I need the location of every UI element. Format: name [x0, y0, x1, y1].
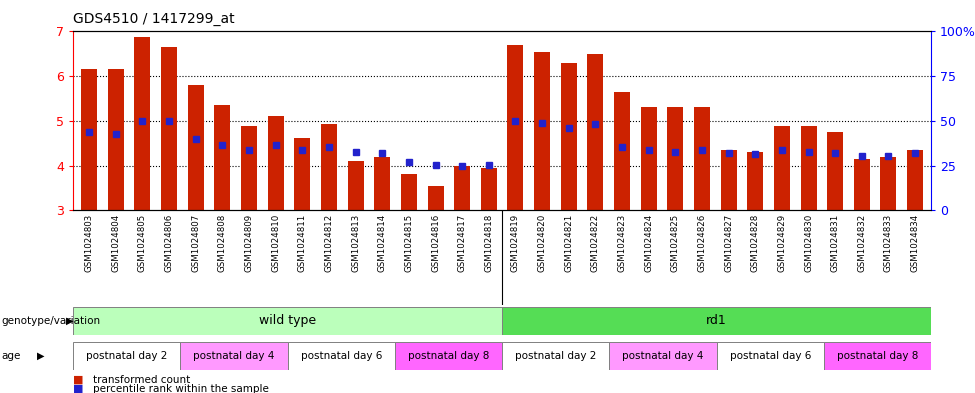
Bar [587, 54, 604, 210]
Text: GSM1024827: GSM1024827 [724, 214, 733, 272]
Bar [774, 126, 790, 210]
Text: GSM1024815: GSM1024815 [405, 214, 413, 272]
Text: GSM1024810: GSM1024810 [271, 214, 280, 272]
Text: GSM1024806: GSM1024806 [165, 214, 174, 272]
Text: GSM1024805: GSM1024805 [137, 214, 147, 272]
Text: percentile rank within the sample: percentile rank within the sample [93, 384, 268, 393]
Bar [268, 116, 284, 210]
Text: GSM1024803: GSM1024803 [85, 214, 94, 272]
Text: ▶: ▶ [66, 316, 74, 326]
Text: postnatal day 6: postnatal day 6 [300, 351, 382, 361]
Text: postnatal day 8: postnatal day 8 [837, 351, 918, 361]
Text: GSM1024825: GSM1024825 [671, 214, 680, 272]
Text: GSM1024826: GSM1024826 [697, 214, 707, 272]
Text: GSM1024807: GSM1024807 [191, 214, 200, 272]
Text: transformed count: transformed count [93, 375, 190, 385]
Bar [161, 47, 177, 210]
Bar [374, 156, 390, 210]
Bar [667, 107, 683, 210]
Text: GDS4510 / 1417299_at: GDS4510 / 1417299_at [73, 12, 235, 26]
Text: genotype/variation: genotype/variation [1, 316, 100, 326]
Bar [73, 307, 502, 335]
Bar [135, 37, 150, 210]
Bar [502, 342, 609, 370]
Bar [854, 159, 870, 210]
Bar [507, 45, 524, 210]
Bar [241, 126, 257, 210]
Bar [427, 185, 444, 210]
Text: GSM1024824: GSM1024824 [644, 214, 653, 272]
Bar [454, 165, 470, 210]
Text: GSM1024808: GSM1024808 [217, 214, 227, 272]
Text: GSM1024813: GSM1024813 [351, 214, 360, 272]
Bar [108, 70, 124, 210]
Bar [214, 105, 230, 210]
Text: GSM1024819: GSM1024819 [511, 214, 520, 272]
Text: postnatal day 2: postnatal day 2 [515, 351, 597, 361]
Text: GSM1024816: GSM1024816 [431, 214, 440, 272]
Text: postnatal day 4: postnatal day 4 [193, 351, 275, 361]
Text: GSM1024828: GSM1024828 [751, 214, 760, 272]
Bar [907, 150, 923, 210]
Text: ■: ■ [73, 375, 84, 385]
Text: GSM1024820: GSM1024820 [537, 214, 547, 272]
Text: GSM1024811: GSM1024811 [297, 214, 307, 272]
Bar [188, 85, 204, 210]
Bar [481, 168, 497, 210]
Text: postnatal day 8: postnatal day 8 [408, 351, 489, 361]
Bar [824, 342, 931, 370]
Text: postnatal day 6: postnatal day 6 [729, 351, 811, 361]
Bar [294, 138, 310, 210]
Text: rd1: rd1 [706, 314, 727, 327]
Bar [561, 63, 577, 210]
Text: GSM1024804: GSM1024804 [111, 214, 120, 272]
Text: GSM1024823: GSM1024823 [617, 214, 627, 272]
Text: postnatal day 2: postnatal day 2 [86, 351, 168, 361]
Text: GSM1024832: GSM1024832 [857, 214, 867, 272]
Text: GSM1024822: GSM1024822 [591, 214, 600, 272]
Bar [73, 342, 180, 370]
Text: GSM1024829: GSM1024829 [777, 214, 787, 272]
Bar [180, 342, 288, 370]
Text: wild type: wild type [259, 314, 316, 327]
Bar [288, 342, 395, 370]
Bar [721, 150, 736, 210]
Text: GSM1024809: GSM1024809 [245, 214, 254, 272]
Bar [502, 307, 931, 335]
Text: GSM1024834: GSM1024834 [911, 214, 919, 272]
Bar [827, 132, 843, 210]
Text: GSM1024830: GSM1024830 [804, 214, 813, 272]
Text: ■: ■ [73, 384, 84, 393]
Bar [641, 107, 657, 210]
Text: GSM1024818: GSM1024818 [485, 214, 493, 272]
Bar [717, 342, 824, 370]
Bar [395, 342, 502, 370]
Bar [609, 342, 717, 370]
Bar [401, 174, 417, 210]
Text: GSM1024814: GSM1024814 [377, 214, 387, 272]
Bar [321, 125, 337, 210]
Bar [347, 161, 364, 210]
Bar [880, 156, 896, 210]
Text: GSM1024831: GSM1024831 [831, 214, 839, 272]
Text: postnatal day 4: postnatal day 4 [622, 351, 704, 361]
Bar [534, 51, 550, 210]
Bar [81, 70, 98, 210]
Text: GSM1024833: GSM1024833 [884, 214, 893, 272]
Text: age: age [1, 351, 20, 361]
Text: GSM1024812: GSM1024812 [325, 214, 333, 272]
Text: GSM1024821: GSM1024821 [565, 214, 573, 272]
Bar [614, 92, 630, 210]
Bar [800, 126, 816, 210]
Bar [747, 152, 763, 210]
Bar [694, 107, 710, 210]
Text: ▶: ▶ [37, 351, 45, 361]
Text: GSM1024817: GSM1024817 [457, 214, 467, 272]
